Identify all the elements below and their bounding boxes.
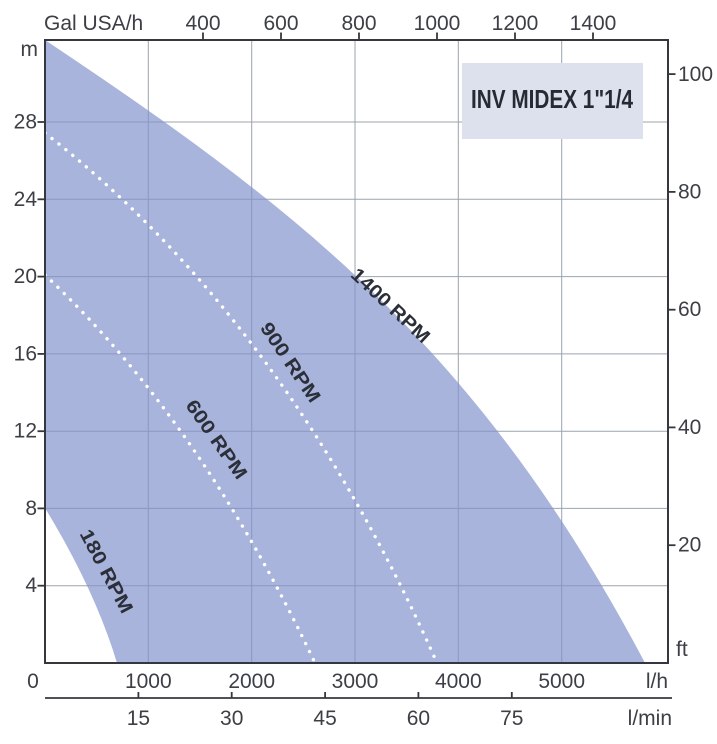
right-axis-tick: 80 — [678, 181, 701, 204]
bottom-axis-unit-label: l/h — [646, 670, 668, 693]
right-axis-tick: 20 — [678, 534, 701, 557]
lmin-axis — [45, 692, 672, 699]
plot-border — [44, 39, 669, 664]
lmin-axis-tick: 75 — [500, 707, 523, 730]
lmin-axis-tick: 30 — [220, 707, 243, 730]
left-axis-tick: 24 — [14, 188, 38, 211]
top-axis-tick: 600 — [263, 12, 298, 35]
bottom-axis-tick: 2000 — [228, 670, 275, 693]
left-axis-tick: 8 — [25, 497, 37, 520]
bottom-axis-tick: 4000 — [435, 670, 482, 693]
left-axis-tick: 28 — [14, 111, 37, 134]
lmin-axis-tick: 15 — [127, 707, 150, 730]
chart-title: INV MIDEX 1"1/4 — [471, 84, 633, 114]
top-axis-tick: 800 — [341, 12, 376, 35]
top-axis-tick: 1200 — [492, 12, 539, 35]
top-axis-tick: 400 — [185, 12, 220, 35]
right-axis-tick: 40 — [678, 416, 701, 439]
bottom-axis-tick: 5000 — [538, 670, 585, 693]
right-axis-unit-label: ft — [676, 638, 688, 661]
left-axis-tick: 4 — [25, 574, 37, 597]
top-axis-tick: 1400 — [570, 12, 617, 35]
left-axis-tick: 20 — [14, 265, 37, 288]
curve-900rpm — [43, 131, 439, 665]
bottom-axis-tick: 1000 — [125, 670, 172, 693]
lmin-axis-unit-label: l/min — [628, 707, 672, 730]
top-axis-unit-label: Gal USA/h — [44, 12, 143, 35]
left-axis-tick: 16 — [14, 342, 37, 365]
left-axis-tick: 12 — [14, 420, 37, 443]
envelope-area — [45, 40, 645, 663]
lmin-axis-tick: 45 — [313, 707, 336, 730]
curve-600rpm — [43, 273, 317, 665]
right-axis-tick: 100 — [678, 63, 713, 86]
lmin-axis-tick: 60 — [407, 707, 430, 730]
top-axis-tick: 1000 — [414, 12, 461, 35]
bottom-axis-tick: 0 — [27, 670, 39, 693]
right-axis-tick: 60 — [678, 298, 701, 321]
left-axis-unit-label: m — [21, 38, 39, 61]
axis-ticks — [37, 32, 676, 587]
title-box — [462, 63, 643, 139]
bottom-axis-tick: 3000 — [332, 670, 379, 693]
